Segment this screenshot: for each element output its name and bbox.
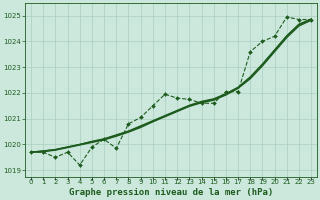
X-axis label: Graphe pression niveau de la mer (hPa): Graphe pression niveau de la mer (hPa) <box>69 188 273 197</box>
